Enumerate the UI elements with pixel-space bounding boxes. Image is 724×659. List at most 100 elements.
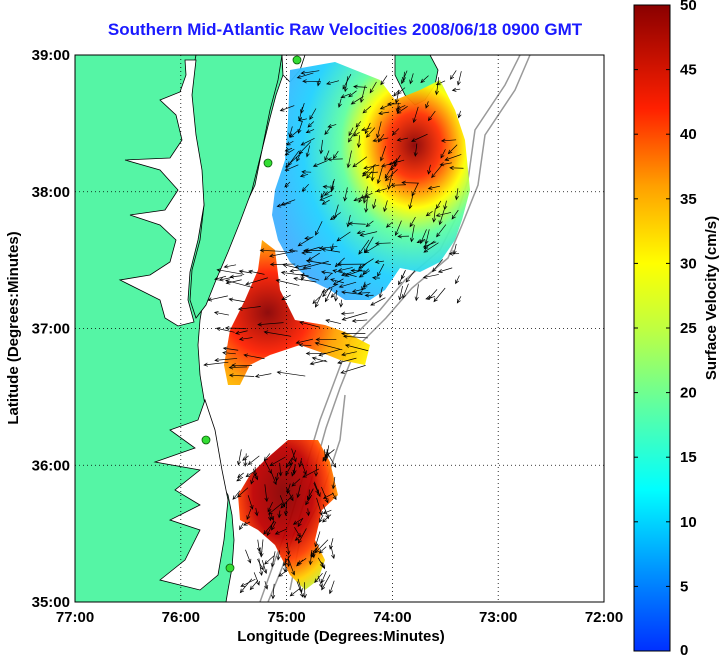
velocity-arrow bbox=[352, 156, 368, 168]
velocity-arrow bbox=[284, 164, 299, 171]
velocity-arrow bbox=[455, 275, 460, 285]
velocity-arrow bbox=[438, 209, 445, 226]
velocity-arrow bbox=[254, 373, 272, 378]
velocity-arrow bbox=[322, 504, 330, 520]
colorbar-tick-label: 35 bbox=[680, 191, 697, 208]
velocity-arrow bbox=[412, 106, 419, 124]
colorbar-tick-label: 5 bbox=[680, 578, 688, 595]
velocity-arrow bbox=[318, 348, 341, 357]
velocity-arrow bbox=[364, 192, 373, 197]
velocity-arrow bbox=[422, 274, 439, 279]
velocity-arrow bbox=[451, 87, 461, 92]
velocity-arrow bbox=[326, 80, 340, 86]
velocity-arrow bbox=[427, 164, 432, 175]
velocity-arrow bbox=[298, 528, 307, 544]
velocity-arrow bbox=[409, 224, 415, 243]
velocity-arrow bbox=[409, 216, 416, 228]
velocity-arrow bbox=[228, 365, 248, 370]
velocity-arrow bbox=[370, 165, 375, 182]
velocity-arrow bbox=[314, 539, 329, 554]
velocity-arrow bbox=[376, 166, 383, 185]
velocity-arrow bbox=[440, 138, 457, 143]
velocity-arrow bbox=[356, 230, 366, 235]
velocity-arrow bbox=[305, 494, 313, 506]
velocity-arrow bbox=[432, 208, 437, 223]
axes-frame bbox=[74, 54, 605, 603]
x-axis-label: Longitude (Degrees:Minutes) bbox=[237, 628, 445, 645]
velocity-arrow bbox=[253, 572, 260, 586]
velocity-arrow bbox=[324, 126, 332, 135]
velocity-arrow bbox=[281, 294, 291, 301]
velocity-arrow bbox=[320, 191, 326, 199]
velocity-arrow bbox=[456, 71, 462, 86]
velocity-arrow bbox=[258, 558, 264, 577]
velocity-arrow bbox=[378, 111, 390, 116]
x-tick-label: 75:00 bbox=[267, 609, 305, 626]
velocity-arrow bbox=[318, 546, 327, 554]
velocity-arrow bbox=[243, 353, 265, 360]
velocity-arrow bbox=[385, 221, 393, 228]
velocity-arrow bbox=[339, 299, 344, 308]
velocity-arrow bbox=[228, 297, 245, 303]
velocity-arrow bbox=[362, 105, 372, 114]
velocity-arrow bbox=[254, 507, 259, 517]
velocity-arrow bbox=[428, 289, 438, 300]
velocity-arrow bbox=[296, 72, 314, 79]
velocity-arrow bbox=[328, 580, 335, 595]
velocity-arrow bbox=[297, 120, 303, 134]
velocity-arrow bbox=[280, 494, 294, 509]
velocity-arrow bbox=[253, 466, 258, 478]
velocity-arrow bbox=[286, 542, 291, 556]
velocity-arrow bbox=[263, 459, 272, 474]
velocity-arrow bbox=[284, 148, 295, 156]
velocity-arrow bbox=[247, 455, 260, 466]
velocity-arrow bbox=[395, 102, 400, 113]
velocity-arrow bbox=[434, 77, 440, 96]
velocity-arrow bbox=[237, 306, 261, 311]
y-tick-label: 36:00 bbox=[32, 457, 70, 474]
velocity-arrow bbox=[286, 555, 291, 568]
velocity-arrow bbox=[305, 259, 331, 265]
velocity-arrow bbox=[329, 538, 334, 550]
velocity-arrow bbox=[334, 257, 345, 268]
velocity-arrow bbox=[214, 275, 227, 281]
velocity-arrow bbox=[321, 247, 341, 253]
velocity-arrow bbox=[312, 160, 328, 167]
velocity-arrow bbox=[309, 359, 327, 366]
grid-lines bbox=[75, 55, 604, 602]
velocity-arrow bbox=[279, 105, 295, 112]
radar-stations bbox=[201, 55, 302, 573]
velocity-arrow bbox=[301, 169, 312, 175]
velocity-arrow bbox=[365, 127, 376, 138]
velocity-arrow bbox=[393, 89, 400, 97]
velocity-arrow bbox=[239, 578, 253, 594]
velocity-arrow bbox=[362, 283, 371, 288]
velocity-arrow bbox=[247, 495, 254, 510]
velocity-arrow bbox=[228, 373, 255, 378]
velocity-arrow bbox=[411, 133, 428, 142]
radar-station-marker bbox=[201, 435, 211, 445]
velocity-arrow bbox=[249, 580, 259, 591]
velocity-arrow bbox=[394, 220, 402, 237]
radar-station-marker bbox=[263, 158, 273, 168]
radar-station-marker bbox=[292, 55, 302, 65]
velocity-arrow bbox=[336, 231, 351, 242]
radar-station-marker bbox=[225, 563, 235, 573]
velocity-arrow bbox=[207, 295, 228, 302]
velocity-arrow bbox=[383, 200, 388, 213]
velocity-arrow bbox=[355, 121, 362, 128]
velocity-arrow bbox=[408, 193, 414, 210]
velocity-arrow bbox=[401, 70, 408, 85]
velocity-arrow bbox=[311, 356, 328, 363]
velocity-arrow bbox=[263, 521, 275, 535]
velocity-arrow bbox=[394, 92, 399, 104]
velocity-arrow bbox=[364, 293, 374, 298]
velocity-arrow bbox=[322, 514, 332, 523]
velocity-arrow bbox=[314, 531, 321, 548]
velocity-arrow bbox=[321, 283, 339, 293]
velocity-arrow bbox=[449, 70, 457, 80]
velocity-arrow bbox=[284, 181, 291, 188]
velocity-arrow bbox=[390, 183, 406, 188]
velocity-arrow bbox=[358, 239, 370, 255]
